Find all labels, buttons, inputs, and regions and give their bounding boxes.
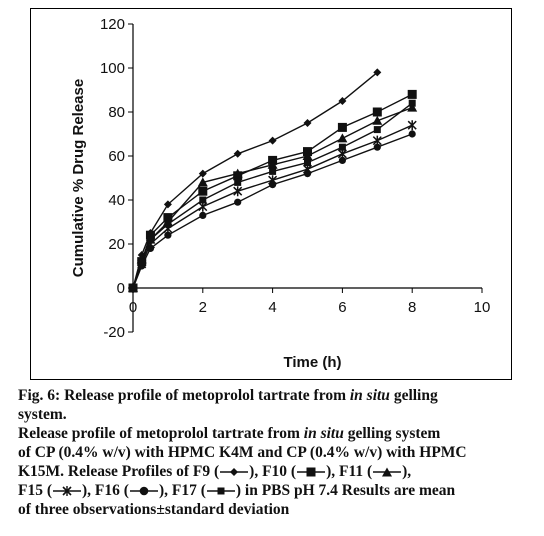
y-tick-label: 100 bbox=[100, 60, 125, 77]
x-tick-label: 10 bbox=[474, 299, 491, 316]
series-f11-point bbox=[337, 133, 348, 143]
legend-symbol-circle bbox=[129, 487, 158, 496]
caption-title-text: Release profile of metoprolol tartrate f… bbox=[64, 387, 346, 404]
y-tick-label: 40 bbox=[108, 192, 125, 209]
series-f9-point bbox=[198, 169, 207, 178]
caption-body-line3-mid1: ), F10 ( bbox=[249, 463, 297, 480]
series-f17-point bbox=[269, 167, 277, 175]
series-f17-point bbox=[408, 99, 416, 107]
y-tick-label: 60 bbox=[108, 148, 125, 165]
caption-body-line1-post: gelling system bbox=[347, 425, 441, 442]
series-f11-point bbox=[197, 177, 208, 187]
series-f9-point bbox=[163, 200, 172, 209]
series-f17-point bbox=[199, 196, 207, 204]
y-tick-label: 120 bbox=[100, 16, 125, 33]
series-f15-point bbox=[233, 186, 243, 197]
series-f17-point bbox=[373, 126, 381, 134]
series-f16-point bbox=[269, 181, 277, 189]
series-f11-point bbox=[302, 151, 313, 160]
series-f15-point bbox=[407, 120, 417, 131]
series-f10-point bbox=[372, 107, 382, 117]
x-tick-label: 8 bbox=[408, 299, 416, 316]
series-f17-point bbox=[138, 258, 146, 266]
series-f17-point bbox=[129, 284, 137, 292]
series-f16-point bbox=[338, 156, 346, 164]
series-f9-point bbox=[233, 149, 242, 158]
caption-body-line4: F15 ( ), F16 ( ), F17 ( ) in PBS pH 7.4 Res… bbox=[18, 481, 532, 500]
series-f11-point bbox=[407, 102, 418, 112]
x-tick-label: 2 bbox=[199, 299, 207, 316]
legend-symbol-diamond bbox=[220, 468, 249, 477]
series-f17-point bbox=[146, 236, 154, 244]
y-tick-label: 80 bbox=[108, 104, 125, 121]
series-f11-point bbox=[267, 159, 278, 169]
caption-title-line1: Fig. 6: Release profile of metoprolol ta… bbox=[18, 386, 532, 405]
series-f10-point bbox=[407, 89, 417, 99]
y-tick-label: 20 bbox=[108, 236, 125, 253]
caption-title-post: gelling bbox=[393, 387, 438, 404]
series-f16-point bbox=[146, 244, 155, 252]
caption-body-line1: Release profile of metoprolol tartrate f… bbox=[18, 424, 532, 443]
caption-fig-label: Fig. 6: bbox=[18, 387, 61, 404]
x-axis-title: Time (h) bbox=[283, 354, 341, 371]
caption-body-line4-mid1: ), F16 ( bbox=[82, 482, 129, 499]
chart-frame bbox=[30, 8, 512, 380]
series-f17-point bbox=[164, 220, 172, 228]
series-f11-point bbox=[372, 115, 383, 125]
series-f9-point bbox=[303, 119, 312, 127]
figure-caption: Fig. 6: Release profile of metoprolol ta… bbox=[18, 386, 532, 519]
x-tick-label: 4 bbox=[268, 299, 276, 316]
caption-body-line3-mid2: ), F11 ( bbox=[326, 463, 373, 480]
series-f9-point bbox=[268, 136, 277, 145]
series-f16-point bbox=[164, 231, 172, 239]
y-tick-label: 0 bbox=[117, 280, 125, 297]
series-f16-point bbox=[373, 143, 381, 151]
caption-title-line2: system. bbox=[18, 406, 67, 423]
x-tick-label: 6 bbox=[338, 299, 346, 316]
caption-body-line5: of three observations±standard deviation bbox=[18, 501, 290, 518]
legend-symbol-x bbox=[53, 486, 82, 497]
series-f16-point bbox=[408, 130, 416, 138]
legend-symbol-square-small bbox=[206, 487, 235, 495]
caption-body-line3: K15M. Release Profiles of F9 ( ), F10 (),… bbox=[18, 462, 532, 481]
caption-body-line3-post: ), bbox=[402, 463, 412, 480]
series-f16-point bbox=[199, 211, 207, 219]
caption-body-line3-pre: K15M. Release Profiles of F9 ( bbox=[18, 463, 220, 480]
series-f9-line bbox=[132, 71, 378, 289]
y-tick-label: -20 bbox=[103, 324, 125, 341]
series-f16-point bbox=[303, 170, 312, 178]
series-f10-line bbox=[132, 93, 413, 289]
caption-body-line4-mid2: ), F17 ( bbox=[158, 482, 206, 499]
caption-title-italic: in situ bbox=[349, 387, 390, 404]
legend-symbol-square bbox=[297, 467, 326, 477]
series-f17-point bbox=[304, 159, 311, 167]
series-f17-line bbox=[132, 102, 413, 289]
series-f10-point bbox=[337, 122, 347, 132]
caption-body-line2: of CP (0.4% w/v) with HPMC K4M and CP (0… bbox=[18, 444, 467, 461]
series-f9-point bbox=[373, 68, 382, 77]
x-tick-label: 0 bbox=[129, 299, 137, 316]
series-f9-point bbox=[338, 97, 347, 105]
caption-body-line4-pre: F15 ( bbox=[18, 482, 53, 499]
legend-symbol-triangle bbox=[373, 467, 402, 477]
series-f10-point bbox=[198, 186, 208, 196]
series-f17-point bbox=[234, 178, 242, 186]
caption-body-line1-italic: in situ bbox=[303, 425, 344, 442]
series-f16-point bbox=[234, 198, 242, 206]
series-f17-point bbox=[338, 143, 346, 151]
y-axis-title: Cumulative % Drug Release bbox=[70, 79, 87, 277]
series-f11-point bbox=[232, 168, 243, 178]
caption-body-line1-pre: Release profile of metoprolol tartrate f… bbox=[18, 425, 300, 442]
caption-body-line4-post: ) in PBS pH 7.4 Results are mean bbox=[235, 482, 456, 499]
